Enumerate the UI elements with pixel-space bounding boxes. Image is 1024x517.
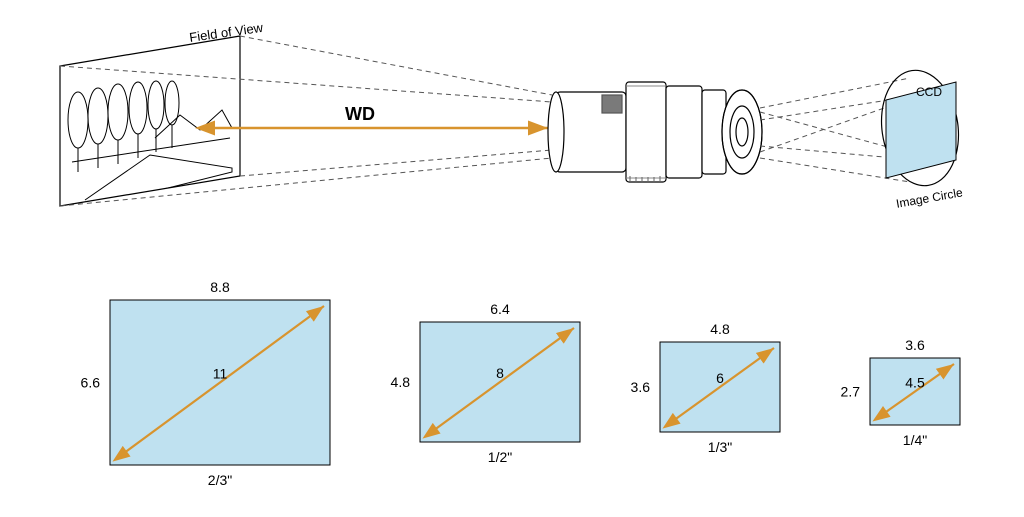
sensor-23: 8.8 6.6 11 2/3" bbox=[81, 279, 330, 488]
image-plane: CCD Image Circle bbox=[874, 65, 965, 211]
sensor-name-label: 1/3" bbox=[708, 439, 732, 455]
sensor-width-label: 6.4 bbox=[490, 301, 510, 317]
fov-rays bbox=[60, 36, 552, 206]
sensor-size-chart: 8.8 6.6 11 2/3" 6.4 4.8 8 1/2" 4.8 3.6 6 1/3" 3.6 2.7… bbox=[81, 279, 960, 488]
sensor-height-label: 6.6 bbox=[81, 375, 101, 391]
wd-arrow: WD bbox=[200, 104, 548, 128]
sensor-height-label: 4.8 bbox=[391, 374, 411, 390]
sensor-diagonal-label: 8 bbox=[496, 365, 504, 381]
sensor-name-label: 1/4" bbox=[903, 432, 927, 448]
sensor-width-label: 8.8 bbox=[210, 279, 230, 295]
lens bbox=[548, 82, 762, 183]
sensor-height-label: 2.7 bbox=[841, 384, 861, 400]
sensor-diagonal-label: 4.5 bbox=[905, 375, 925, 391]
sensor-name-label: 1/2" bbox=[488, 449, 512, 465]
sensor-height-label: 3.6 bbox=[631, 379, 651, 395]
sensor-width-label: 3.6 bbox=[905, 337, 925, 353]
fov-plane: Field of View bbox=[60, 20, 264, 206]
image-circle-label: Image Circle bbox=[895, 185, 964, 211]
fov-label: Field of View bbox=[188, 20, 264, 45]
top-diagram: Field of View WD bbox=[60, 20, 966, 211]
sensor-13: 4.8 3.6 6 1/3" bbox=[631, 321, 780, 455]
sensor-12: 6.4 4.8 8 1/2" bbox=[391, 301, 580, 465]
optics-diagram: Field of View WD bbox=[0, 0, 1024, 517]
wd-label: WD bbox=[345, 104, 375, 124]
sensor-14: 3.6 2.7 4.5 1/4" bbox=[841, 337, 960, 448]
ccd-label: CCD bbox=[916, 85, 942, 99]
sensor-diagonal-label: 6 bbox=[716, 370, 724, 386]
sensor-name-label: 2/3" bbox=[208, 472, 232, 488]
sensor-width-label: 4.8 bbox=[710, 321, 730, 337]
sensor-diagonal-label: 11 bbox=[213, 366, 228, 382]
